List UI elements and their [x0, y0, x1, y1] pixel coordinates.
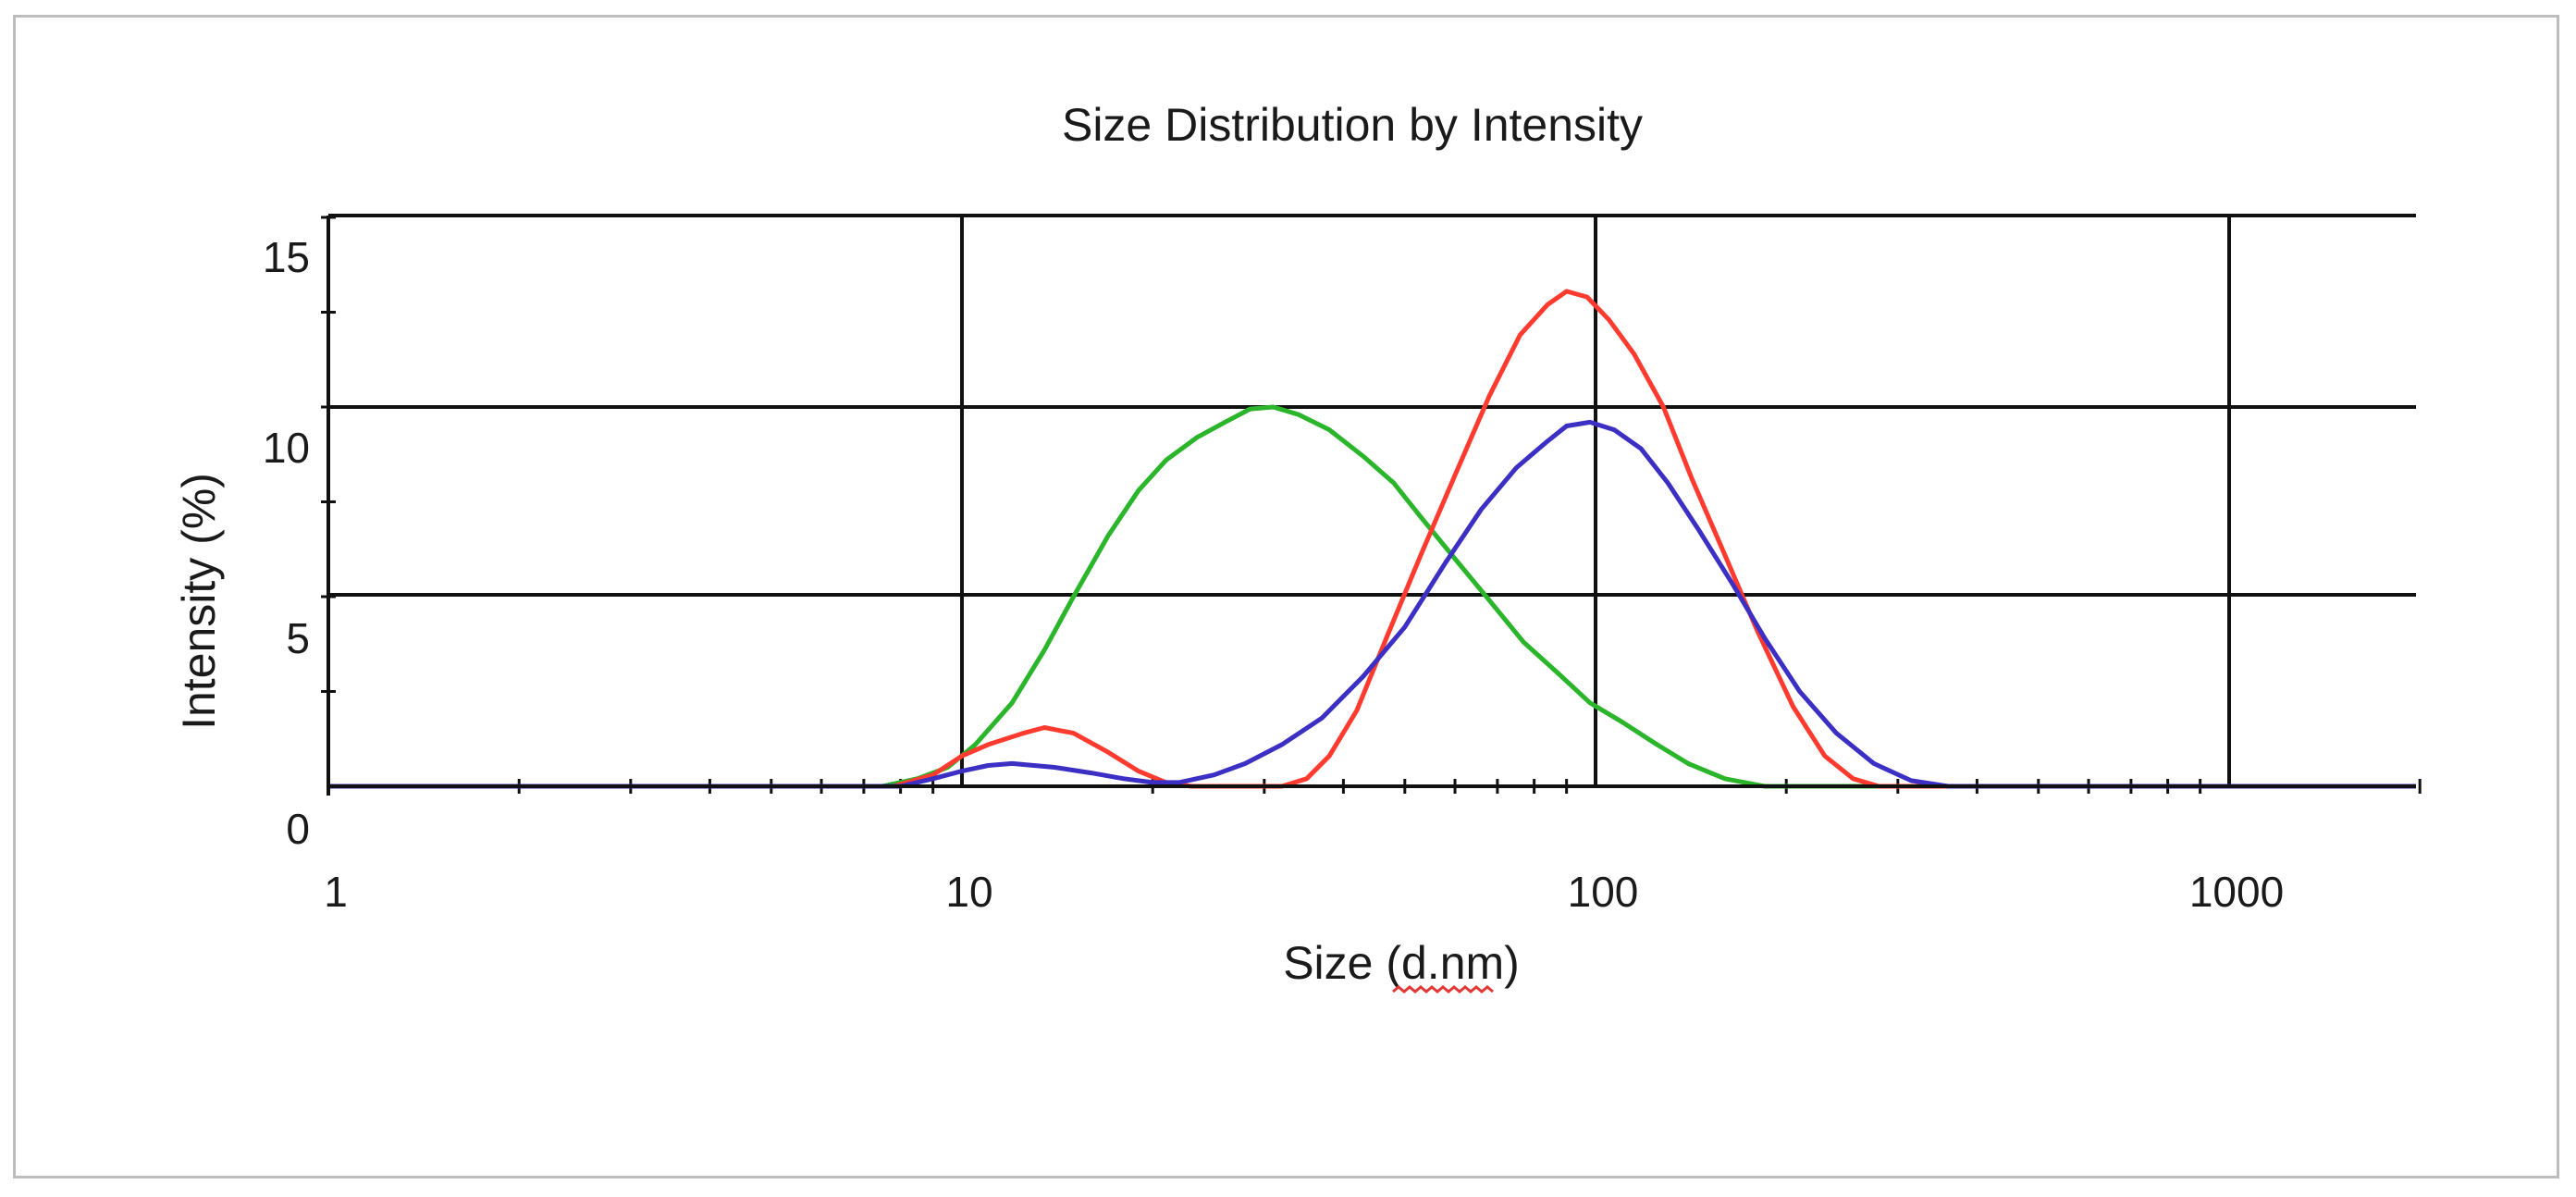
- axes: [327, 216, 2416, 796]
- x-axis-label: Size (d.nm): [1283, 937, 1520, 989]
- y-tick-label: 15: [263, 233, 310, 281]
- y-tick-label: 10: [263, 424, 310, 472]
- spellcheck-underline: [1392, 985, 1494, 993]
- x-tick-label: 10: [945, 868, 992, 916]
- minor-ticks: [321, 216, 2422, 794]
- y-axis-label: Intensity (%): [173, 473, 225, 730]
- y-tick-label: 0: [286, 805, 310, 853]
- chart-title: Size Distribution by Intensity: [1062, 99, 1643, 151]
- x-tick-label: 1000: [2189, 868, 2284, 916]
- tick-labels: 1 10 100 1000 0 5 10 15: [263, 233, 2284, 916]
- y-tick-label: 5: [286, 614, 310, 662]
- x-tick-label: 1: [324, 868, 348, 916]
- series-line-3: [328, 419, 2416, 789]
- series-layer: [328, 289, 2416, 789]
- series-line-2: [328, 289, 2416, 789]
- series-line-1: [328, 404, 2416, 789]
- grid: [328, 214, 2416, 786]
- x-tick-label: 100: [1568, 868, 1639, 916]
